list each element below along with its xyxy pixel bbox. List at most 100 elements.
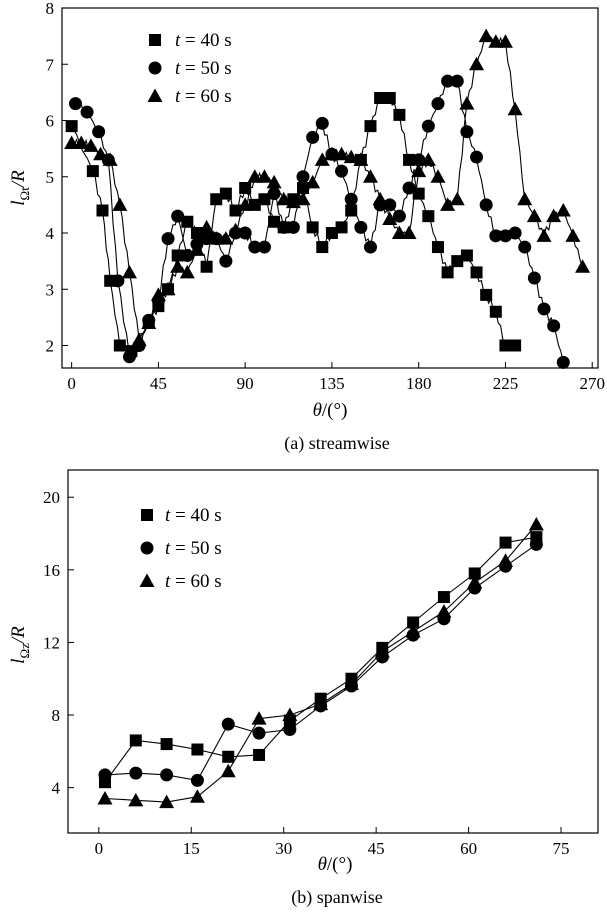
legend-label: t = 40 s [175, 30, 232, 51]
data-point [344, 192, 358, 206]
data-point [412, 153, 426, 167]
data-point [111, 274, 125, 288]
data-point [253, 748, 266, 761]
data-point [460, 249, 473, 262]
y-tick-label: 7 [46, 55, 55, 74]
data-point [160, 738, 173, 751]
data-point [189, 242, 205, 256]
data-point [150, 287, 166, 301]
y-tick-label: 8 [46, 0, 55, 18]
data-point [238, 226, 252, 240]
data-point [565, 228, 581, 242]
data-point [325, 227, 338, 239]
legend-label: t = 40 s [165, 505, 222, 526]
data-point [393, 108, 406, 121]
y-axis-label: lΩz/R [8, 626, 32, 664]
legend-marker [148, 61, 162, 75]
data-point [266, 174, 282, 189]
data-point [122, 350, 136, 364]
data-point [335, 221, 348, 234]
data-point [403, 153, 416, 166]
data-point [575, 259, 591, 273]
x-axis-label: θ/(°) [318, 854, 353, 875]
data-point [181, 215, 194, 228]
data-point [460, 125, 474, 139]
data-point [113, 339, 126, 352]
y-tick-label: 3 [46, 280, 55, 299]
data-point [171, 249, 184, 262]
x-tick-label: 45 [150, 374, 167, 393]
data-point [96, 204, 109, 217]
x-tick-label: 225 [493, 374, 519, 393]
data-point [362, 169, 378, 183]
data-point [431, 97, 445, 111]
data-point [252, 726, 266, 740]
data-point [335, 164, 349, 178]
data-point [468, 567, 481, 580]
data-point [296, 170, 310, 184]
data-point [440, 197, 456, 211]
data-point [180, 249, 194, 262]
data-point [401, 225, 417, 239]
data-point [251, 711, 267, 725]
data-point [547, 319, 561, 333]
data-point [248, 198, 261, 211]
x-tick-label: 270 [579, 374, 605, 393]
data-point [283, 723, 297, 737]
legend-marker [140, 541, 154, 555]
data-point [229, 204, 242, 217]
data-point [354, 220, 368, 234]
data-point [383, 198, 397, 212]
data-point [170, 259, 186, 273]
data-point [102, 152, 118, 166]
data-point [436, 604, 452, 618]
x-tick-label: 15 [183, 839, 200, 858]
data-point [537, 302, 551, 316]
data-point [248, 240, 262, 254]
data-point [190, 773, 204, 787]
legend-marker [149, 34, 161, 46]
x-tick-label: 75 [553, 839, 570, 858]
data-point [343, 149, 359, 164]
data-point [497, 34, 513, 48]
data-point [295, 191, 311, 206]
data-point [507, 101, 523, 116]
data-point [324, 146, 340, 161]
data-point [437, 591, 450, 604]
x-tick-label: 0 [95, 839, 104, 858]
data-point [179, 264, 195, 279]
data-point [305, 174, 321, 189]
data-point [441, 74, 455, 88]
data-point [364, 120, 377, 133]
data-point [93, 146, 109, 161]
data-point [499, 339, 512, 352]
series-line [104, 524, 537, 803]
data-point [546, 208, 562, 223]
data-point [276, 191, 292, 206]
data-point [129, 766, 143, 780]
caption-a: (a) streamwise [284, 433, 389, 454]
data-point [470, 150, 484, 164]
legend-marker [139, 573, 155, 587]
data-point [92, 125, 106, 139]
data-point [363, 240, 377, 254]
x-tick-label: 45 [368, 839, 385, 858]
data-point [219, 254, 233, 268]
data-point [316, 241, 329, 254]
data-point [220, 763, 236, 778]
data-point [258, 193, 271, 206]
chart-b: 0 15 30 45 60 75 4 8 12 16 20 t = 40 s t = 50 s t = 6… [8, 469, 599, 908]
x-tick-label: 180 [406, 374, 432, 393]
data-point [459, 96, 475, 110]
data-point [131, 332, 147, 346]
data-point [160, 768, 174, 782]
series-1 [98, 531, 543, 789]
data-point [488, 34, 504, 48]
data-point [529, 537, 543, 551]
legend-label: t = 50 s [175, 58, 232, 79]
series-3 [64, 28, 591, 346]
data-point [189, 789, 205, 803]
y-tick-label: 16 [43, 561, 60, 580]
data-point [218, 231, 234, 245]
